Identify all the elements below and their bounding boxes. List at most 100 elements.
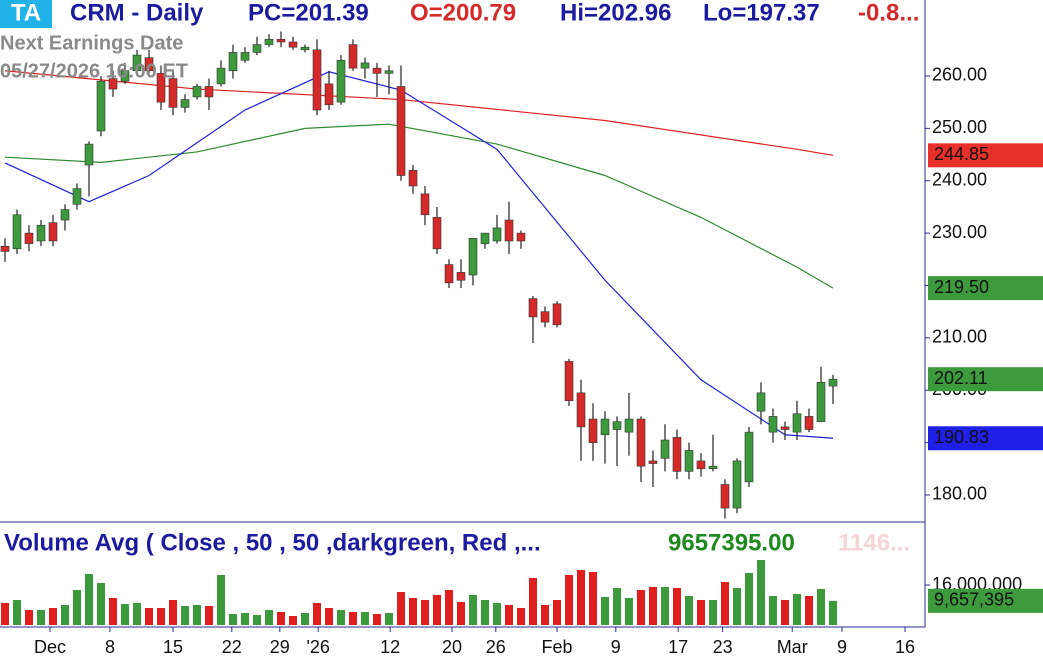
candle-body (288, 41, 298, 48)
x-tick-label: 26 (486, 637, 506, 657)
x-tick-label: 16 (895, 637, 915, 657)
candle-body (156, 73, 166, 103)
volume-bar (169, 600, 178, 625)
volume-bar (241, 613, 250, 625)
candle-body (516, 232, 526, 242)
candle-body (564, 361, 574, 402)
candle-body (588, 418, 598, 443)
earnings-date: 05/27/2026 16:00 ET (0, 60, 188, 82)
candle-body (612, 421, 622, 430)
candle-body (576, 392, 586, 428)
volume-bar (85, 574, 94, 625)
volume-bar (745, 573, 754, 625)
candle-body (684, 450, 694, 472)
volume-bar (481, 600, 490, 625)
volume-bar (121, 604, 130, 625)
volume-bar (1, 603, 10, 625)
x-tick-label: 22 (222, 637, 242, 657)
x-tick-label: Dec (34, 637, 66, 657)
volume-bar (421, 600, 430, 625)
candle-body (12, 214, 22, 250)
volume-bar (721, 582, 730, 625)
x-tick-label: '26 (306, 637, 329, 657)
volume-bar (265, 610, 274, 625)
candle-body (144, 57, 154, 72)
volume-bar (157, 608, 166, 625)
volume-bar (829, 600, 838, 625)
y-tick-label: 230.00 (932, 222, 987, 242)
price-tag (928, 367, 1043, 392)
candle-body (756, 392, 766, 412)
volume-bar (685, 596, 694, 625)
candle-body (96, 80, 106, 132)
x-tick-label: 8 (105, 637, 115, 657)
candle-body (84, 143, 94, 166)
volume-bar (337, 610, 346, 625)
volume-bar (301, 613, 310, 625)
volume-bar (493, 603, 502, 625)
candle-body (552, 303, 562, 326)
candle-body (624, 418, 634, 433)
x-tick-label: Mar (777, 637, 808, 657)
candle-body (180, 99, 190, 108)
volume-bar (73, 590, 82, 625)
marks (0, 31, 838, 625)
candle-body (168, 78, 178, 108)
candle-body (216, 67, 226, 85)
volume-bar (637, 590, 646, 625)
volume-bar (553, 600, 562, 625)
volume-value: 9657395.00 (668, 529, 795, 556)
candle-body (324, 83, 334, 106)
x-tick-label: 23 (713, 637, 733, 657)
volume-bar (361, 612, 370, 625)
prev-close: PC=201.39 (248, 0, 369, 26)
candle-body (528, 298, 538, 318)
volume-bar (37, 610, 46, 625)
candle-body (348, 44, 358, 69)
volume-bar (577, 570, 586, 625)
candle-body (660, 439, 670, 459)
badge-box (0, 0, 52, 28)
low: Lo=197.37 (703, 0, 820, 26)
volume-bar (541, 605, 550, 625)
volume-bar (277, 612, 286, 625)
candle-body (768, 416, 778, 433)
candle-body (804, 416, 814, 430)
y-tick-label: 210.00 (932, 327, 987, 347)
volume-bar (793, 594, 802, 625)
volume-bar (757, 560, 766, 625)
candle-body (792, 413, 802, 433)
candle-body (60, 209, 70, 221)
candle-body (336, 59, 346, 103)
change: -0.8... (858, 0, 919, 26)
volume-bar (385, 613, 394, 625)
candle-body (36, 224, 46, 242)
volume-bar (625, 598, 634, 625)
volume-bar (649, 587, 658, 625)
volume-bar (733, 588, 742, 625)
y-tick-label: 260.00 (932, 65, 987, 85)
candle-body (204, 86, 214, 98)
x-tick-label: Feb (541, 637, 572, 657)
candle-body (480, 232, 490, 244)
volume-bar (445, 590, 454, 625)
x-tick-label: 12 (380, 637, 400, 657)
candle-body (708, 465, 718, 470)
volume-bar (193, 605, 202, 625)
volume-bar (697, 600, 706, 625)
volume-bar (217, 575, 226, 625)
candle-body (264, 39, 274, 45)
candle-body (396, 86, 406, 176)
candle-body (408, 169, 418, 187)
candle-body (312, 49, 322, 111)
price-tag-label: 244.85 (934, 144, 989, 164)
volume-bar (601, 597, 610, 625)
volume-bar (25, 610, 34, 625)
candle-body (672, 437, 682, 472)
volume-bar (49, 608, 58, 625)
candle-body (48, 222, 58, 242)
volume-bar (109, 598, 118, 625)
volume-bar (517, 608, 526, 625)
volume-bar (469, 595, 478, 625)
